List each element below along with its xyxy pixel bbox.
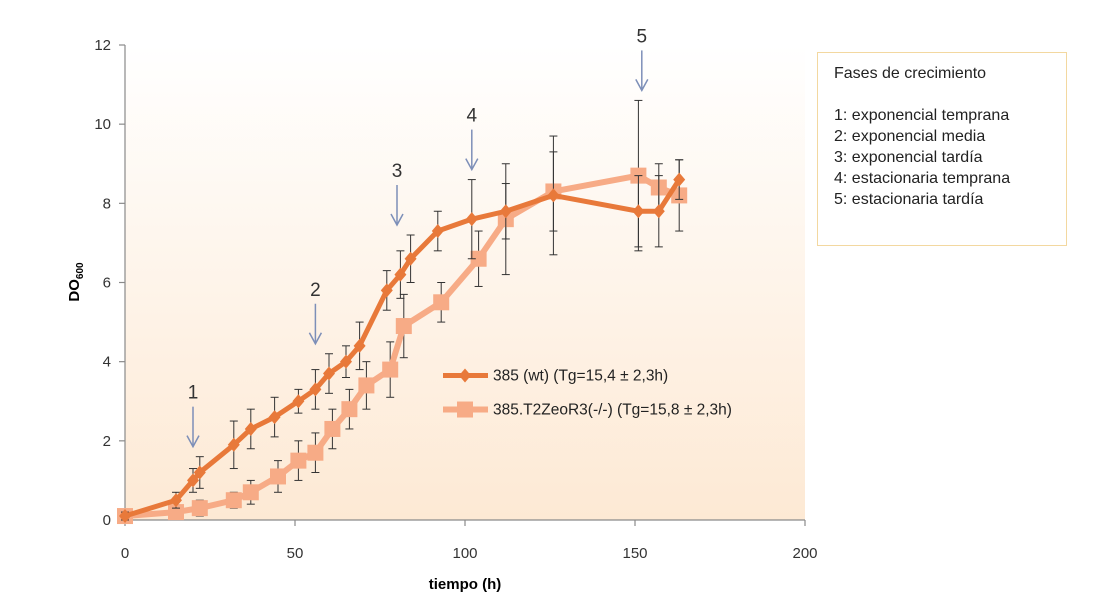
data-point bbox=[268, 410, 281, 425]
x-axis-title: tiempo (h) bbox=[429, 576, 502, 593]
data-point bbox=[227, 437, 240, 452]
data-point bbox=[187, 473, 199, 488]
data-point bbox=[470, 250, 487, 267]
phase-number: 1 bbox=[188, 383, 199, 404]
data-point bbox=[170, 493, 182, 508]
data-point bbox=[652, 204, 665, 219]
x-tick-label: 0 bbox=[121, 545, 129, 562]
data-point bbox=[309, 382, 322, 397]
phase-marker-4: 4 bbox=[465, 106, 479, 172]
data-point bbox=[324, 420, 341, 437]
data-point bbox=[353, 338, 366, 353]
data-point bbox=[119, 509, 131, 524]
x-tick-label: 150 bbox=[622, 545, 647, 562]
y-tick-label: 2 bbox=[103, 433, 111, 450]
x-tick-label: 100 bbox=[452, 545, 477, 562]
y-tick-label: 8 bbox=[103, 195, 111, 212]
arrow-head-icon bbox=[186, 435, 200, 449]
data-point bbox=[225, 492, 242, 509]
data-point bbox=[673, 172, 686, 187]
arrow-head-icon bbox=[635, 79, 649, 92]
phase-item-1: 1: exponencial temprana bbox=[834, 107, 1010, 124]
data-point bbox=[358, 377, 375, 394]
phase-item-2: 2: exponencial media bbox=[834, 128, 986, 145]
y-tick-label: 12 bbox=[94, 37, 111, 54]
data-point bbox=[547, 188, 560, 203]
phase-item-4: 4: estacionaria temprana bbox=[834, 170, 1011, 187]
data-point bbox=[292, 394, 305, 409]
y-axis-title: DO600 bbox=[66, 262, 86, 302]
data-point bbox=[382, 361, 399, 378]
data-point bbox=[380, 283, 393, 298]
data-point bbox=[323, 366, 335, 381]
chart-legend: 385 (wt) (Tg=15,4 ± 2,3h) 385.T2ZeoR3(-/-… bbox=[443, 368, 732, 419]
data-point bbox=[244, 421, 257, 436]
arrow-head-icon bbox=[390, 213, 404, 227]
legend-entry-2: 385.T2ZeoR3(-/-) (Tg=15,8 ± 2,3h) bbox=[443, 401, 732, 419]
series-layer bbox=[117, 99, 688, 525]
series-1 bbox=[119, 135, 686, 524]
phase-item-3: 3: exponencial tardía bbox=[834, 149, 983, 166]
legend-marker bbox=[459, 368, 471, 383]
phase-marker-3: 3 bbox=[390, 161, 404, 227]
legend-label: 385.T2ZeoR3(-/-) (Tg=15,8 ± 2,3h) bbox=[493, 402, 732, 419]
phase-number: 4 bbox=[467, 106, 478, 127]
phase-marker-2: 2 bbox=[308, 280, 323, 346]
data-point bbox=[242, 484, 259, 501]
phase-legend-box: Fases de crecimiento 1: exponencial temp… bbox=[817, 52, 1067, 246]
data-point bbox=[341, 401, 358, 418]
data-point bbox=[431, 224, 444, 239]
x-tick-label: 200 bbox=[792, 545, 817, 562]
data-point bbox=[465, 212, 478, 227]
arrow-head-icon bbox=[308, 332, 323, 346]
series-line bbox=[122, 177, 682, 519]
data-point bbox=[632, 204, 645, 219]
data-point bbox=[394, 267, 407, 282]
data-point bbox=[340, 354, 352, 369]
legend-entry-1: 385 (wt) (Tg=15,4 ± 2,3h) bbox=[443, 368, 668, 385]
data-point bbox=[395, 318, 412, 335]
data-point bbox=[191, 500, 208, 517]
y-tick-label: 10 bbox=[94, 116, 111, 133]
phase-marker-5: 5 bbox=[635, 26, 649, 92]
data-point bbox=[290, 452, 307, 469]
y-axis-title-subscript: 600 bbox=[75, 262, 86, 279]
legend-label: 385 (wt) (Tg=15,4 ± 2,3h) bbox=[493, 368, 668, 385]
x-tick-label: 50 bbox=[287, 545, 304, 562]
phase-legend-title: Fases de crecimiento bbox=[834, 65, 987, 82]
y-axis-title-main: DO bbox=[66, 279, 83, 302]
data-point bbox=[404, 251, 417, 266]
phase-annotations: 1 2 3 4 5 bbox=[186, 26, 649, 449]
data-point bbox=[270, 468, 286, 485]
phase-number: 2 bbox=[310, 280, 321, 301]
y-tick-label: 4 bbox=[103, 354, 111, 371]
phase-item-5: 5: estacionaria tardía bbox=[834, 191, 984, 208]
phase-number: 3 bbox=[392, 161, 403, 182]
data-point bbox=[499, 204, 512, 219]
data-point bbox=[193, 465, 206, 480]
legend-marker bbox=[457, 401, 473, 418]
data-point bbox=[307, 444, 324, 461]
y-tick-label: 6 bbox=[103, 275, 111, 292]
phase-number: 5 bbox=[637, 26, 648, 47]
data-point bbox=[433, 294, 450, 311]
arrow-head-icon bbox=[465, 158, 479, 172]
phase-marker-1: 1 bbox=[186, 383, 200, 449]
y-tick-label: 0 bbox=[103, 512, 111, 529]
